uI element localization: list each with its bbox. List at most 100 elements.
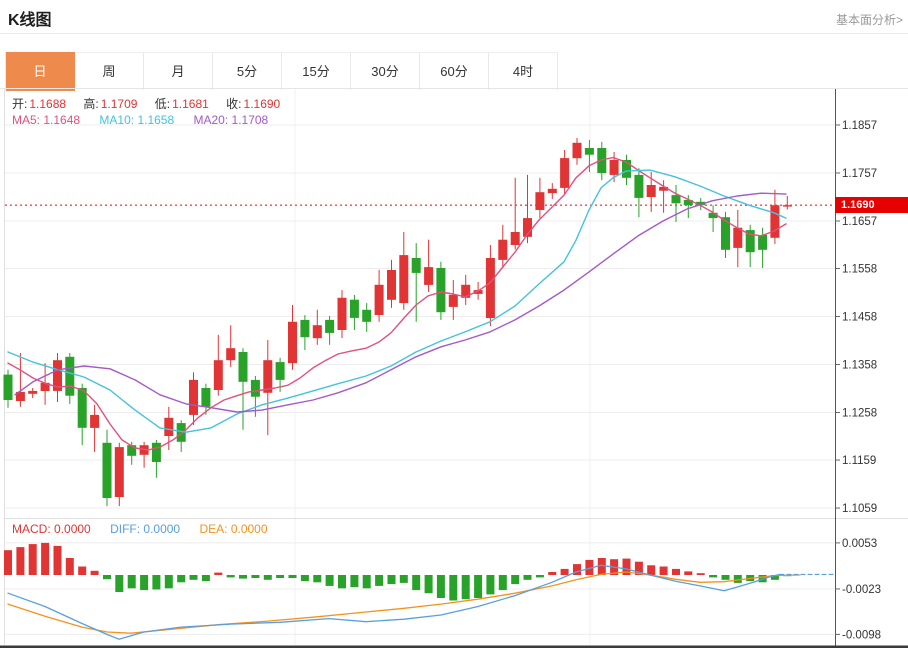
macd-bar — [288, 575, 297, 578]
macd-bar — [548, 572, 557, 575]
tab-5min[interactable]: 5分 — [213, 53, 282, 90]
tab-month[interactable]: 月 — [144, 53, 213, 90]
macd-bar — [300, 575, 309, 582]
axis-label: 1.1159 — [842, 455, 876, 467]
axis-label: 0.0053 — [842, 538, 877, 550]
candle-body — [473, 290, 483, 294]
ma20-value: 1.1708 — [231, 113, 269, 127]
candle-body — [337, 297, 347, 330]
macd-bar — [659, 566, 668, 575]
candle-body — [213, 360, 223, 390]
ma5-value: 1.1648 — [43, 113, 81, 127]
ma-legend: MA5: 1.1648 MA10: 1.1658 MA20: 1.1708 — [12, 113, 268, 127]
close-label: 收: — [226, 97, 242, 111]
candle-body — [683, 199, 693, 206]
candle-body — [745, 230, 755, 253]
macd-bar — [387, 575, 396, 585]
macd-bar — [16, 547, 25, 575]
ma10-label: MA10: — [99, 113, 135, 127]
low-value: 1.1681 — [172, 97, 209, 111]
macd-bar — [535, 575, 544, 578]
macd-bar — [127, 575, 136, 589]
macd-bar — [672, 568, 680, 575]
tab-60min[interactable]: 60分 — [420, 53, 489, 90]
candle-body — [275, 362, 285, 380]
candle-body — [201, 388, 211, 407]
tab-4hour[interactable]: 4时 — [489, 53, 558, 90]
high-label: 高: — [83, 97, 99, 111]
candle-body — [547, 188, 557, 194]
macd-bar — [498, 575, 507, 591]
candle-body — [461, 284, 471, 298]
ma10-value: 1.1658 — [137, 113, 175, 127]
macd-bar — [90, 570, 99, 575]
ma20-label: MA20: — [193, 113, 229, 127]
macd-bar — [41, 542, 50, 575]
candle-body — [374, 284, 384, 315]
axis-label: 1.1358 — [842, 360, 877, 372]
candle-body — [176, 423, 186, 442]
macd-bar — [350, 575, 359, 588]
macd-bar — [412, 575, 421, 591]
dea-value: 0.0000 — [230, 522, 268, 536]
candle-body — [53, 360, 62, 391]
candle-body — [659, 186, 669, 191]
tab-day[interactable]: 日 — [6, 52, 75, 91]
candle-body — [127, 445, 137, 456]
macd-bar — [214, 572, 223, 575]
ma10-line — [7, 169, 787, 433]
candle-body — [114, 447, 124, 497]
macd-bar — [362, 575, 371, 589]
axis-label: 1.1657 — [842, 216, 877, 228]
fundamental-analysis-link[interactable]: 基本面分析> — [835, 13, 903, 27]
macd-bar — [375, 575, 384, 586]
interval-tab-bar: 日 周 月 5分 15分 30分 60分 4时 — [5, 52, 558, 91]
tab-30min[interactable]: 30分 — [351, 53, 420, 90]
high-value: 1.1709 — [100, 97, 138, 111]
tab-week[interactable]: 周 — [75, 53, 144, 90]
candle-body — [189, 379, 198, 415]
macd-legend: MACD: 0.0000 DIFF: 0.0000 DEA: 0.0000 — [12, 522, 268, 536]
tab-15min[interactable]: 15分 — [282, 53, 351, 90]
candle-body — [770, 205, 780, 238]
dea-label: DEA: — [199, 522, 228, 536]
macd-bar — [65, 558, 74, 575]
macd-bar — [696, 573, 705, 575]
macd-bar — [239, 575, 247, 579]
candle-body — [424, 267, 434, 285]
candle-body — [572, 142, 582, 159]
current-price-tag: 1.1690 — [835, 197, 908, 213]
ma5-label: MA5: — [12, 113, 41, 127]
macd-bar — [28, 544, 37, 575]
macd-bar — [461, 575, 470, 600]
diff-label: DIFF: — [110, 522, 141, 536]
header-divider — [0, 33, 908, 34]
macd-bar — [770, 575, 779, 580]
candle-body — [523, 218, 532, 237]
ohlc-legend: 开: 1.1688 高: 1.1709 低: 1.1681 收: 1.1690 — [12, 95, 294, 112]
candle-body — [300, 319, 310, 338]
diff-line — [7, 564, 781, 640]
axis-label: 1.1059 — [842, 503, 877, 515]
candle-body — [325, 319, 335, 333]
macd-bar — [226, 575, 235, 578]
candle-body — [696, 201, 706, 206]
macd-bar — [78, 566, 87, 575]
axis-label: 1.1558 — [842, 264, 877, 276]
macd-bar — [399, 575, 408, 583]
candle-body — [782, 205, 792, 207]
candle-body — [758, 234, 768, 250]
candle-body — [510, 232, 520, 245]
candle-body — [40, 382, 50, 391]
diff-value: 0.0000 — [143, 522, 181, 536]
candle-body — [634, 174, 644, 198]
macd-bar — [251, 575, 260, 578]
candle-body — [349, 299, 359, 318]
macd-bar — [597, 558, 606, 575]
close-value: 1.1690 — [243, 97, 281, 111]
candle-body — [436, 268, 446, 313]
candle-body — [733, 227, 743, 248]
macd-bar — [684, 571, 693, 575]
chart-bottom-border — [0, 645, 908, 648]
